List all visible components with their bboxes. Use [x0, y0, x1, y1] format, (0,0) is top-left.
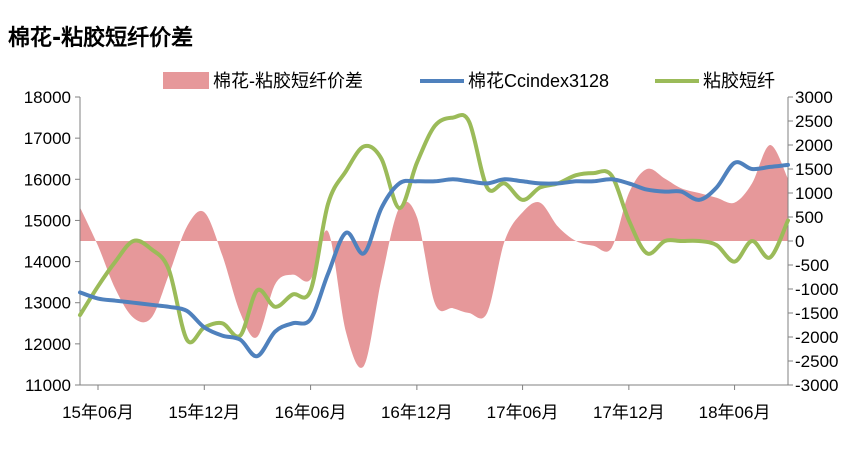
spread-area: [80, 144, 788, 368]
chart-title: 棉花-粘胶短纤价差: [8, 26, 194, 51]
right-tick-label: 2500: [795, 112, 833, 131]
x-tick-label: 15年12月: [168, 403, 240, 422]
left-tick-label: 13000: [24, 294, 71, 313]
right-tick-label: 1000: [795, 184, 833, 203]
legend-swatch-spread: [163, 72, 209, 89]
legend-label-viscose: 粘胶短纤: [703, 71, 775, 91]
x-tick-label: 17年06月: [487, 403, 559, 422]
right-tick-label: -500: [795, 256, 829, 275]
right-tick-label: 500: [795, 208, 823, 227]
left-tick-label: 17000: [24, 129, 71, 148]
right-tick-label: -2500: [795, 352, 838, 371]
right-tick-label: 0: [795, 232, 804, 251]
right-tick-label: -2000: [795, 328, 838, 347]
series-line-viscose: [78, 113, 790, 345]
left-tick-label: 11000: [25, 376, 71, 395]
x-tick-label: 15年06月: [62, 403, 134, 422]
x-tick-label: 16年06月: [275, 403, 347, 422]
series-line-cotton: [78, 160, 790, 359]
right-tick-label: 2000: [795, 136, 833, 155]
legend-label-spread: 棉花-粘胶短纤价差: [213, 71, 363, 91]
left-tick-label: 14000: [24, 253, 71, 272]
right-tick-label: -3000: [795, 376, 838, 395]
plot-area: 1100012000130001400015000160001700018000…: [24, 88, 839, 422]
left-tick-label: 18000: [24, 88, 71, 107]
x-tick-label: 16年12月: [381, 403, 453, 422]
legend: 棉花-粘胶短纤价差 棉花Ccindex3128 粘胶短纤: [163, 71, 775, 91]
right-tick-label: 3000: [795, 88, 833, 107]
left-tick-label: 12000: [24, 335, 71, 354]
legend-label-cotton: 棉花Ccindex3128: [468, 71, 609, 91]
left-tick-label: 15000: [24, 211, 71, 230]
x-tick-label: 18年06月: [699, 403, 771, 422]
right-tick-label: -1000: [795, 280, 838, 299]
left-tick-label: 16000: [24, 170, 71, 189]
right-tick-label: -1500: [795, 304, 838, 323]
x-tick-label: 17年12月: [593, 403, 665, 422]
right-tick-label: 1500: [795, 160, 833, 179]
